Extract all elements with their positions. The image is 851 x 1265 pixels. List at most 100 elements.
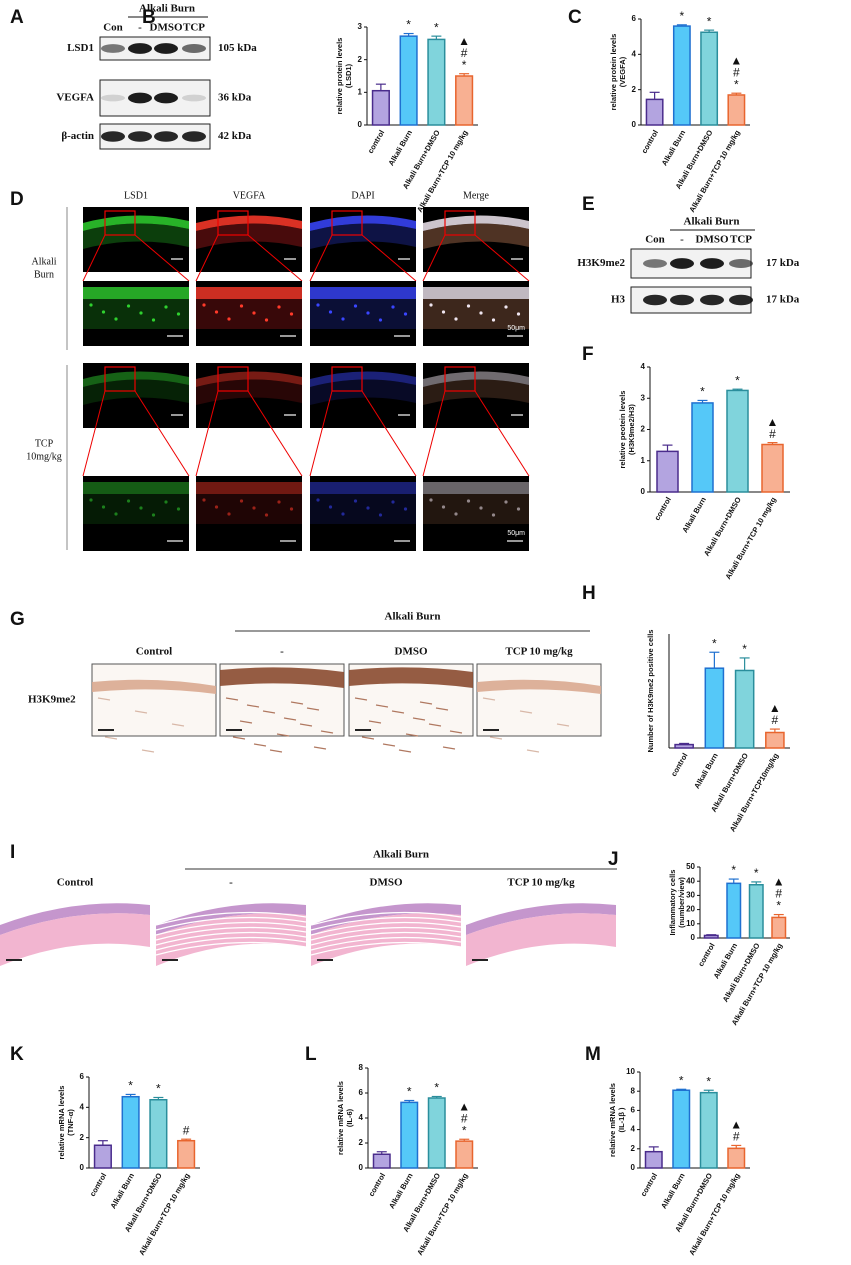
fiber bbox=[313, 746, 327, 750]
y-axis-label: relative protein levels bbox=[609, 34, 618, 111]
cell bbox=[214, 505, 219, 509]
cell bbox=[289, 507, 294, 511]
significance-mark: # bbox=[775, 887, 782, 901]
error-bar bbox=[739, 657, 750, 671]
stroma bbox=[310, 494, 416, 524]
x-tick-label: Alkali Burn bbox=[386, 128, 414, 167]
band bbox=[182, 44, 206, 53]
row-label: Alkali bbox=[32, 256, 57, 267]
y-tick-label: 6 bbox=[631, 1106, 636, 1115]
group-label: Alkali Burn bbox=[385, 611, 441, 623]
zoom-line bbox=[195, 234, 219, 282]
cell bbox=[202, 303, 206, 307]
size-label: 42 kDa bbox=[218, 130, 252, 142]
significance-mark: * bbox=[776, 899, 781, 913]
x-tick-label: Alkali Burn bbox=[660, 128, 688, 167]
cell bbox=[391, 500, 395, 504]
fiber bbox=[442, 746, 456, 750]
band bbox=[729, 259, 753, 268]
fiber bbox=[225, 697, 239, 701]
cell bbox=[126, 499, 131, 503]
error-bar bbox=[704, 29, 715, 33]
band bbox=[729, 294, 753, 306]
error-bar bbox=[751, 881, 762, 885]
cell bbox=[491, 318, 496, 322]
cell bbox=[504, 305, 508, 309]
error-bar bbox=[697, 399, 708, 403]
error-bar bbox=[431, 35, 442, 40]
error-bar bbox=[125, 1093, 136, 1097]
row-label: Burn bbox=[34, 269, 54, 280]
cell bbox=[164, 305, 168, 309]
band bbox=[154, 131, 178, 142]
gap bbox=[310, 916, 462, 931]
bar bbox=[672, 1089, 691, 1169]
group-label: Alkali Burn bbox=[373, 849, 429, 861]
row-label: 10mg/kg bbox=[26, 451, 62, 462]
fiber bbox=[320, 730, 334, 734]
y-tick-label: 0 bbox=[359, 1163, 364, 1172]
cell bbox=[239, 499, 244, 503]
error-bar bbox=[676, 1088, 687, 1091]
bar bbox=[734, 669, 755, 749]
y-tick-label: 6 bbox=[632, 14, 637, 23]
panel-letter: A bbox=[10, 7, 24, 28]
y-axis-label: (H3K9me2/H3) bbox=[627, 404, 636, 455]
epithelium bbox=[311, 903, 461, 935]
zoom-box bbox=[444, 210, 476, 236]
x-tick-label: Alkali Burn+TCP 10 mg/kg bbox=[415, 1171, 470, 1257]
fiber bbox=[435, 707, 449, 711]
band bbox=[128, 131, 152, 142]
cell bbox=[277, 305, 281, 309]
band bbox=[182, 94, 206, 102]
cell bbox=[353, 304, 358, 308]
column-label: TCP 10 mg/kg bbox=[507, 877, 575, 889]
error-bar bbox=[431, 1095, 442, 1098]
error-bar bbox=[375, 83, 386, 91]
cell bbox=[176, 312, 181, 316]
epithelium bbox=[349, 667, 473, 688]
y-tick-label: 2 bbox=[359, 1138, 364, 1147]
fiber bbox=[171, 723, 185, 727]
micrograph bbox=[196, 363, 302, 428]
tissue bbox=[196, 371, 302, 387]
fiber bbox=[391, 710, 405, 714]
zoom-line bbox=[82, 234, 106, 282]
stroma bbox=[0, 913, 150, 966]
error-bar bbox=[404, 1099, 415, 1103]
bar bbox=[727, 1147, 746, 1169]
band bbox=[670, 294, 694, 306]
y-tick-label: 2 bbox=[80, 1133, 85, 1142]
fiber bbox=[526, 749, 540, 753]
bar bbox=[399, 35, 418, 126]
bar bbox=[371, 89, 390, 126]
significance-mark: # bbox=[733, 65, 740, 79]
fiber bbox=[398, 749, 412, 753]
error-bar bbox=[703, 1089, 714, 1093]
panel-letter: D bbox=[10, 189, 24, 210]
fiber bbox=[269, 749, 283, 753]
cell bbox=[139, 311, 143, 315]
y-tick-label: 8 bbox=[359, 1063, 364, 1072]
zoom-line bbox=[474, 390, 530, 477]
error-bar bbox=[706, 934, 717, 936]
y-tick-label: 4 bbox=[632, 49, 637, 58]
y-axis-label: (LSD1) bbox=[344, 63, 353, 88]
fiber bbox=[134, 710, 148, 714]
lane-label: Con bbox=[645, 234, 665, 246]
y-tick-label: 0 bbox=[632, 120, 637, 129]
x-tick-label: Alkali Burn+DMSO bbox=[702, 495, 743, 557]
bar bbox=[121, 1095, 140, 1169]
significance-mark: ▲ bbox=[458, 1099, 470, 1113]
bar bbox=[699, 1091, 718, 1169]
fiber bbox=[556, 723, 570, 727]
size-label: 105 kDa bbox=[218, 42, 257, 54]
cell bbox=[403, 312, 408, 316]
fiber bbox=[253, 743, 267, 747]
y-tick-label: 4 bbox=[359, 1113, 364, 1122]
y-tick-label: 0 bbox=[631, 1163, 636, 1172]
bar bbox=[149, 1099, 168, 1169]
error-bar bbox=[153, 1096, 164, 1100]
cell bbox=[341, 317, 345, 321]
x-tick-label: control bbox=[367, 1171, 388, 1198]
